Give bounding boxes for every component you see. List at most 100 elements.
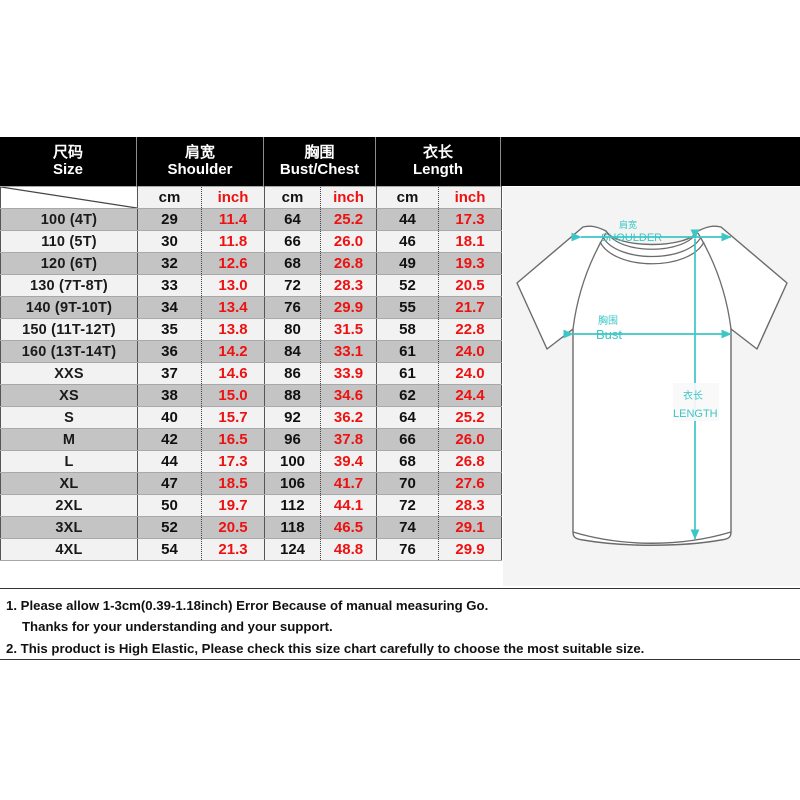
unit-length-cm: cm [376, 186, 439, 209]
cell-shoulder-cm: 37 [137, 362, 202, 385]
cell-shoulder-inch: 13.0 [201, 274, 265, 297]
table-row: 100 (4T) 29 11.4 64 25.2 44 17.3 [0, 208, 502, 231]
cell-size: 110 (5T) [0, 230, 138, 253]
cell-length-cm: 76 [376, 538, 439, 561]
cell-length-cm: 61 [376, 362, 439, 385]
shoulder-label-cn: 肩宽 [619, 219, 637, 230]
cell-length-inch: 26.0 [438, 428, 502, 451]
cell-length-inch: 18.1 [438, 230, 502, 253]
cell-length-cm: 44 [376, 208, 439, 231]
cell-length-cm: 64 [376, 406, 439, 429]
cell-bust-inch: 44.1 [320, 494, 377, 517]
cell-length-cm: 62 [376, 384, 439, 407]
cell-shoulder-cm: 44 [137, 450, 202, 473]
cell-length-inch: 24.0 [438, 362, 502, 385]
cell-length-cm: 61 [376, 340, 439, 363]
cell-shoulder-inch: 20.5 [201, 516, 265, 539]
cell-shoulder-inch: 17.3 [201, 450, 265, 473]
footer-notes: 1. Please allow 1-3cm(0.39-1.18inch) Err… [0, 588, 800, 660]
cell-bust-cm: 124 [264, 538, 321, 561]
cell-length-cm: 58 [376, 318, 439, 341]
cell-bust-cm: 100 [264, 450, 321, 473]
cell-length-inch: 21.7 [438, 296, 502, 319]
cell-size: 160 (13T-14T) [0, 340, 138, 363]
cell-shoulder-cm: 30 [137, 230, 202, 253]
header-bust: 胸围 Bust/Chest [264, 137, 376, 186]
cell-size: 150 (11T-12T) [0, 318, 138, 341]
cell-bust-inch: 29.9 [320, 296, 377, 319]
header-shoulder-cn: 肩宽 [184, 144, 215, 162]
cell-shoulder-inch: 19.7 [201, 494, 265, 517]
cell-bust-cm: 84 [264, 340, 321, 363]
cell-length-cm: 49 [376, 252, 439, 275]
cell-bust-cm: 118 [264, 516, 321, 539]
cell-shoulder-inch: 16.5 [201, 428, 265, 451]
cell-size: XXS [0, 362, 138, 385]
cell-bust-inch: 33.9 [320, 362, 377, 385]
header-size-en: Size [52, 160, 83, 178]
bust-label-en: Bust [596, 327, 622, 342]
cell-shoulder-cm: 32 [137, 252, 202, 275]
cell-shoulder-cm: 50 [137, 494, 202, 517]
cell-size: 100 (4T) [0, 208, 138, 231]
header-size-cn: 尺码 [52, 144, 83, 162]
cell-shoulder-inch: 14.6 [201, 362, 265, 385]
cell-size: 2XL [0, 494, 138, 517]
cell-shoulder-inch: 13.8 [201, 318, 265, 341]
cell-length-inch: 25.2 [438, 406, 502, 429]
unit-bust-cm: cm [264, 186, 321, 209]
table-row: 130 (7T-8T) 33 13.0 72 28.3 52 20.5 [0, 274, 502, 297]
cell-bust-cm: 66 [264, 230, 321, 253]
cell-bust-inch: 48.8 [320, 538, 377, 561]
header-shoulder: 肩宽 Shoulder [137, 137, 264, 186]
diagonal-line-icon [1, 187, 137, 208]
cell-size: 4XL [0, 538, 138, 561]
cell-shoulder-inch: 11.4 [201, 208, 265, 231]
cell-shoulder-inch: 12.6 [201, 252, 265, 275]
cell-size: 130 (7T-8T) [0, 274, 138, 297]
cell-shoulder-cm: 47 [137, 472, 202, 495]
sleeve-seams [572, 232, 732, 330]
shoulder-label-en: SHOULDER [601, 232, 662, 244]
table-row: 140 (9T-10T) 34 13.4 76 29.9 55 21.7 [0, 296, 502, 319]
table-row: M 42 16.5 96 37.8 66 26.0 [0, 428, 502, 451]
cell-length-inch: 28.3 [438, 494, 502, 517]
table-row: L 44 17.3 100 39.4 68 26.8 [0, 450, 502, 473]
unit-shoulder-cm: cm [137, 186, 202, 209]
unit-shoulder-inch: inch [201, 186, 265, 209]
cell-bust-inch: 31.5 [320, 318, 377, 341]
cell-length-inch: 22.8 [438, 318, 502, 341]
cell-length-inch: 29.1 [438, 516, 502, 539]
table-row: 150 (11T-12T) 35 13.8 80 31.5 58 22.8 [0, 318, 502, 341]
cell-shoulder-inch: 13.4 [201, 296, 265, 319]
cell-bust-inch: 28.3 [320, 274, 377, 297]
cell-length-cm: 68 [376, 450, 439, 473]
cell-length-inch: 29.9 [438, 538, 502, 561]
cell-bust-inch: 25.2 [320, 208, 377, 231]
cell-shoulder-cm: 52 [137, 516, 202, 539]
note-1: 1. Please allow 1-3cm(0.39-1.18inch) Err… [6, 598, 489, 613]
cell-bust-inch: 26.8 [320, 252, 377, 275]
cell-size: XL [0, 472, 138, 495]
cell-size: M [0, 428, 138, 451]
cell-bust-cm: 112 [264, 494, 321, 517]
table-row: S 40 15.7 92 36.2 64 25.2 [0, 406, 502, 429]
corner-diagonal-cell [0, 186, 138, 209]
note-2: 2. This product is High Elastic, Please … [6, 640, 645, 656]
cell-shoulder-cm: 35 [137, 318, 202, 341]
cell-bust-cm: 80 [264, 318, 321, 341]
table-row: 160 (13T-14T) 36 14.2 84 33.1 61 24.0 [0, 340, 502, 363]
cell-shoulder-inch: 15.7 [201, 406, 265, 429]
table-row: 4XL 54 21.3 124 48.8 76 29.9 [0, 538, 502, 561]
hem-line [572, 531, 732, 544]
header-length: 衣长 Length [376, 137, 501, 186]
cell-bust-inch: 33.1 [320, 340, 377, 363]
cell-size: S [0, 406, 138, 429]
tshirt-diagram: 肩宽 SHOULDER 胸围 Bust 衣长 LENGTH [503, 187, 800, 586]
cell-bust-cm: 92 [264, 406, 321, 429]
cell-size: 140 (9T-10T) [0, 296, 138, 319]
cell-bust-inch: 39.4 [320, 450, 377, 473]
table-row: XL 47 18.5 106 41.7 70 27.6 [0, 472, 502, 495]
size-chart-body: cm inch cm inch cm inch 100 (4T) 29 11.4 64… [0, 186, 502, 561]
